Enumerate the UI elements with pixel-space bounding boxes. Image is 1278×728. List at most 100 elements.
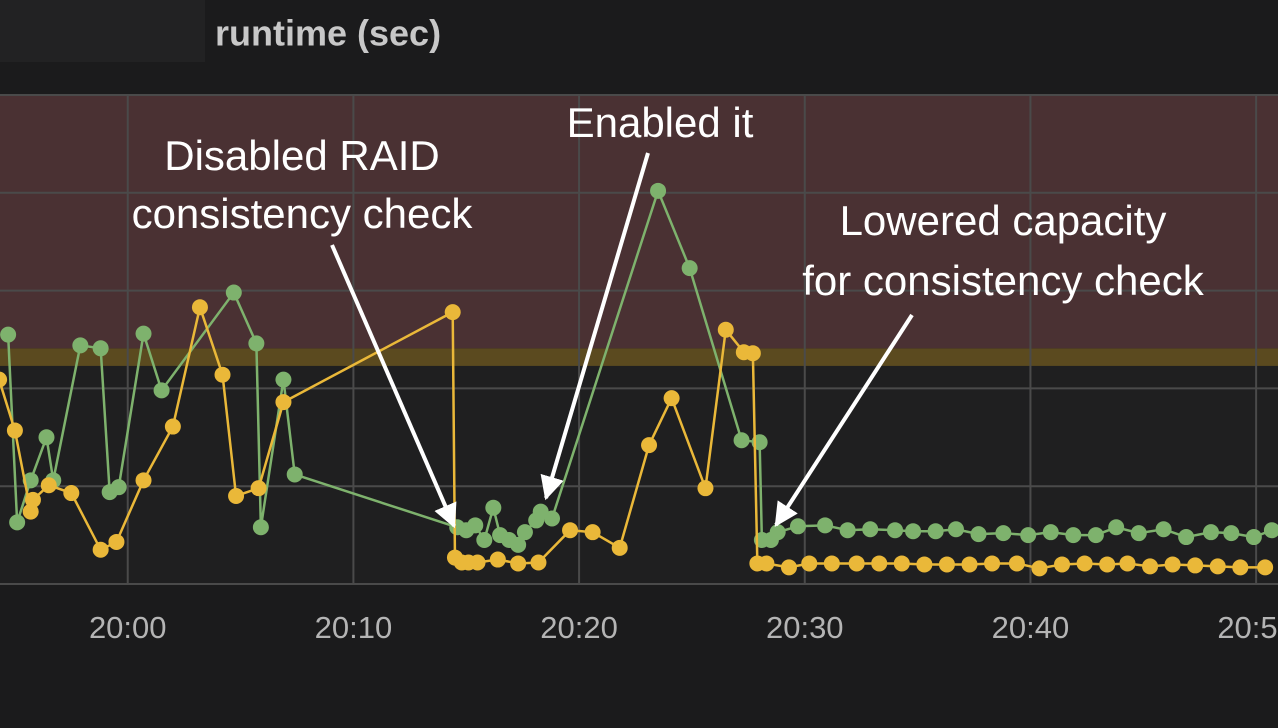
data-point bbox=[191, 299, 208, 316]
data-point bbox=[485, 499, 502, 516]
data-point bbox=[817, 517, 834, 534]
data-point bbox=[733, 432, 750, 449]
data-point bbox=[938, 556, 955, 573]
data-point bbox=[584, 524, 601, 541]
header-box bbox=[0, 0, 205, 62]
data-point bbox=[1245, 529, 1262, 546]
data-point bbox=[135, 472, 152, 489]
data-point bbox=[970, 526, 987, 543]
annotation-arrow bbox=[774, 313, 914, 528]
data-point bbox=[780, 559, 797, 576]
annotation-arrow bbox=[330, 244, 457, 529]
data-point bbox=[1087, 527, 1104, 544]
data-point bbox=[697, 480, 714, 497]
data-point bbox=[1263, 522, 1278, 539]
x-tick-label: 20:40 bbox=[992, 610, 1070, 645]
data-point bbox=[9, 514, 26, 531]
data-point bbox=[0, 326, 17, 343]
data-point bbox=[1202, 524, 1219, 541]
data-point bbox=[544, 510, 561, 527]
data-point bbox=[275, 371, 292, 388]
data-point bbox=[252, 519, 269, 536]
data-point bbox=[92, 340, 109, 357]
data-point bbox=[862, 521, 879, 538]
annotation-text: Disabled RAID bbox=[164, 132, 439, 179]
data-point bbox=[22, 472, 39, 489]
data-point bbox=[40, 477, 57, 494]
data-point bbox=[1054, 556, 1071, 573]
data-point bbox=[769, 524, 786, 541]
threshold-band bbox=[0, 95, 1278, 349]
x-tick-label: 20:30 bbox=[766, 610, 844, 645]
data-point bbox=[510, 555, 527, 572]
data-point bbox=[927, 523, 944, 540]
data-point bbox=[286, 466, 303, 483]
data-point bbox=[110, 479, 127, 496]
data-point bbox=[135, 325, 152, 342]
data-point bbox=[0, 371, 8, 388]
data-point bbox=[228, 487, 245, 504]
data-point bbox=[1142, 558, 1159, 575]
data-point bbox=[1031, 560, 1048, 577]
data-point bbox=[164, 418, 181, 435]
data-point bbox=[92, 541, 109, 558]
data-point bbox=[947, 521, 964, 538]
data-point bbox=[489, 551, 506, 568]
data-point bbox=[1130, 525, 1147, 542]
annotation-text: Enabled it bbox=[567, 99, 754, 146]
data-point bbox=[1232, 559, 1249, 576]
x-tick-label: 20:50 bbox=[1217, 610, 1278, 645]
annotation-text: for consistency check bbox=[802, 257, 1205, 304]
data-point bbox=[467, 517, 484, 534]
threshold-band bbox=[0, 348, 1278, 366]
data-point bbox=[905, 523, 922, 540]
data-point bbox=[225, 284, 242, 301]
data-point bbox=[469, 554, 486, 571]
data-point bbox=[275, 394, 292, 411]
data-point bbox=[24, 491, 41, 508]
data-point bbox=[961, 556, 978, 573]
data-point bbox=[839, 522, 856, 539]
annotation-arrow bbox=[540, 152, 650, 501]
data-point bbox=[1178, 529, 1195, 546]
data-point bbox=[823, 555, 840, 572]
data-point bbox=[744, 345, 761, 362]
x-tick-label: 20:20 bbox=[540, 610, 618, 645]
data-point bbox=[663, 390, 680, 407]
annotations: Disabled RAID consistency check Enabled … bbox=[132, 99, 1205, 529]
data-point bbox=[681, 260, 698, 277]
data-point bbox=[1008, 555, 1025, 572]
data-point bbox=[717, 321, 734, 338]
data-point bbox=[1108, 519, 1125, 536]
data-point bbox=[562, 522, 579, 539]
data-point bbox=[248, 335, 265, 352]
data-point bbox=[510, 536, 527, 553]
data-point bbox=[1042, 524, 1059, 541]
x-tick-label: 20:10 bbox=[315, 610, 393, 645]
data-point bbox=[611, 539, 628, 556]
data-point bbox=[6, 422, 23, 439]
data-point bbox=[476, 531, 493, 548]
data-point bbox=[871, 555, 888, 572]
data-point bbox=[214, 366, 231, 383]
data-point bbox=[1223, 525, 1240, 542]
data-point bbox=[1155, 521, 1172, 538]
data-point bbox=[250, 480, 267, 497]
annotation-text: consistency check bbox=[132, 190, 474, 237]
data-point bbox=[848, 555, 865, 572]
x-tick-label: 20:00 bbox=[89, 610, 167, 645]
data-point bbox=[108, 533, 125, 550]
data-point bbox=[530, 554, 547, 571]
data-point bbox=[1187, 557, 1204, 574]
data-point bbox=[984, 555, 1001, 572]
data-point bbox=[995, 525, 1012, 542]
data-point bbox=[641, 437, 658, 454]
data-point bbox=[516, 524, 533, 541]
data-point bbox=[1099, 556, 1116, 573]
chart-title: runtime (sec) bbox=[215, 13, 441, 54]
data-point bbox=[893, 555, 910, 572]
data-point bbox=[38, 429, 55, 446]
data-point bbox=[1065, 527, 1082, 544]
data-point bbox=[887, 522, 904, 539]
